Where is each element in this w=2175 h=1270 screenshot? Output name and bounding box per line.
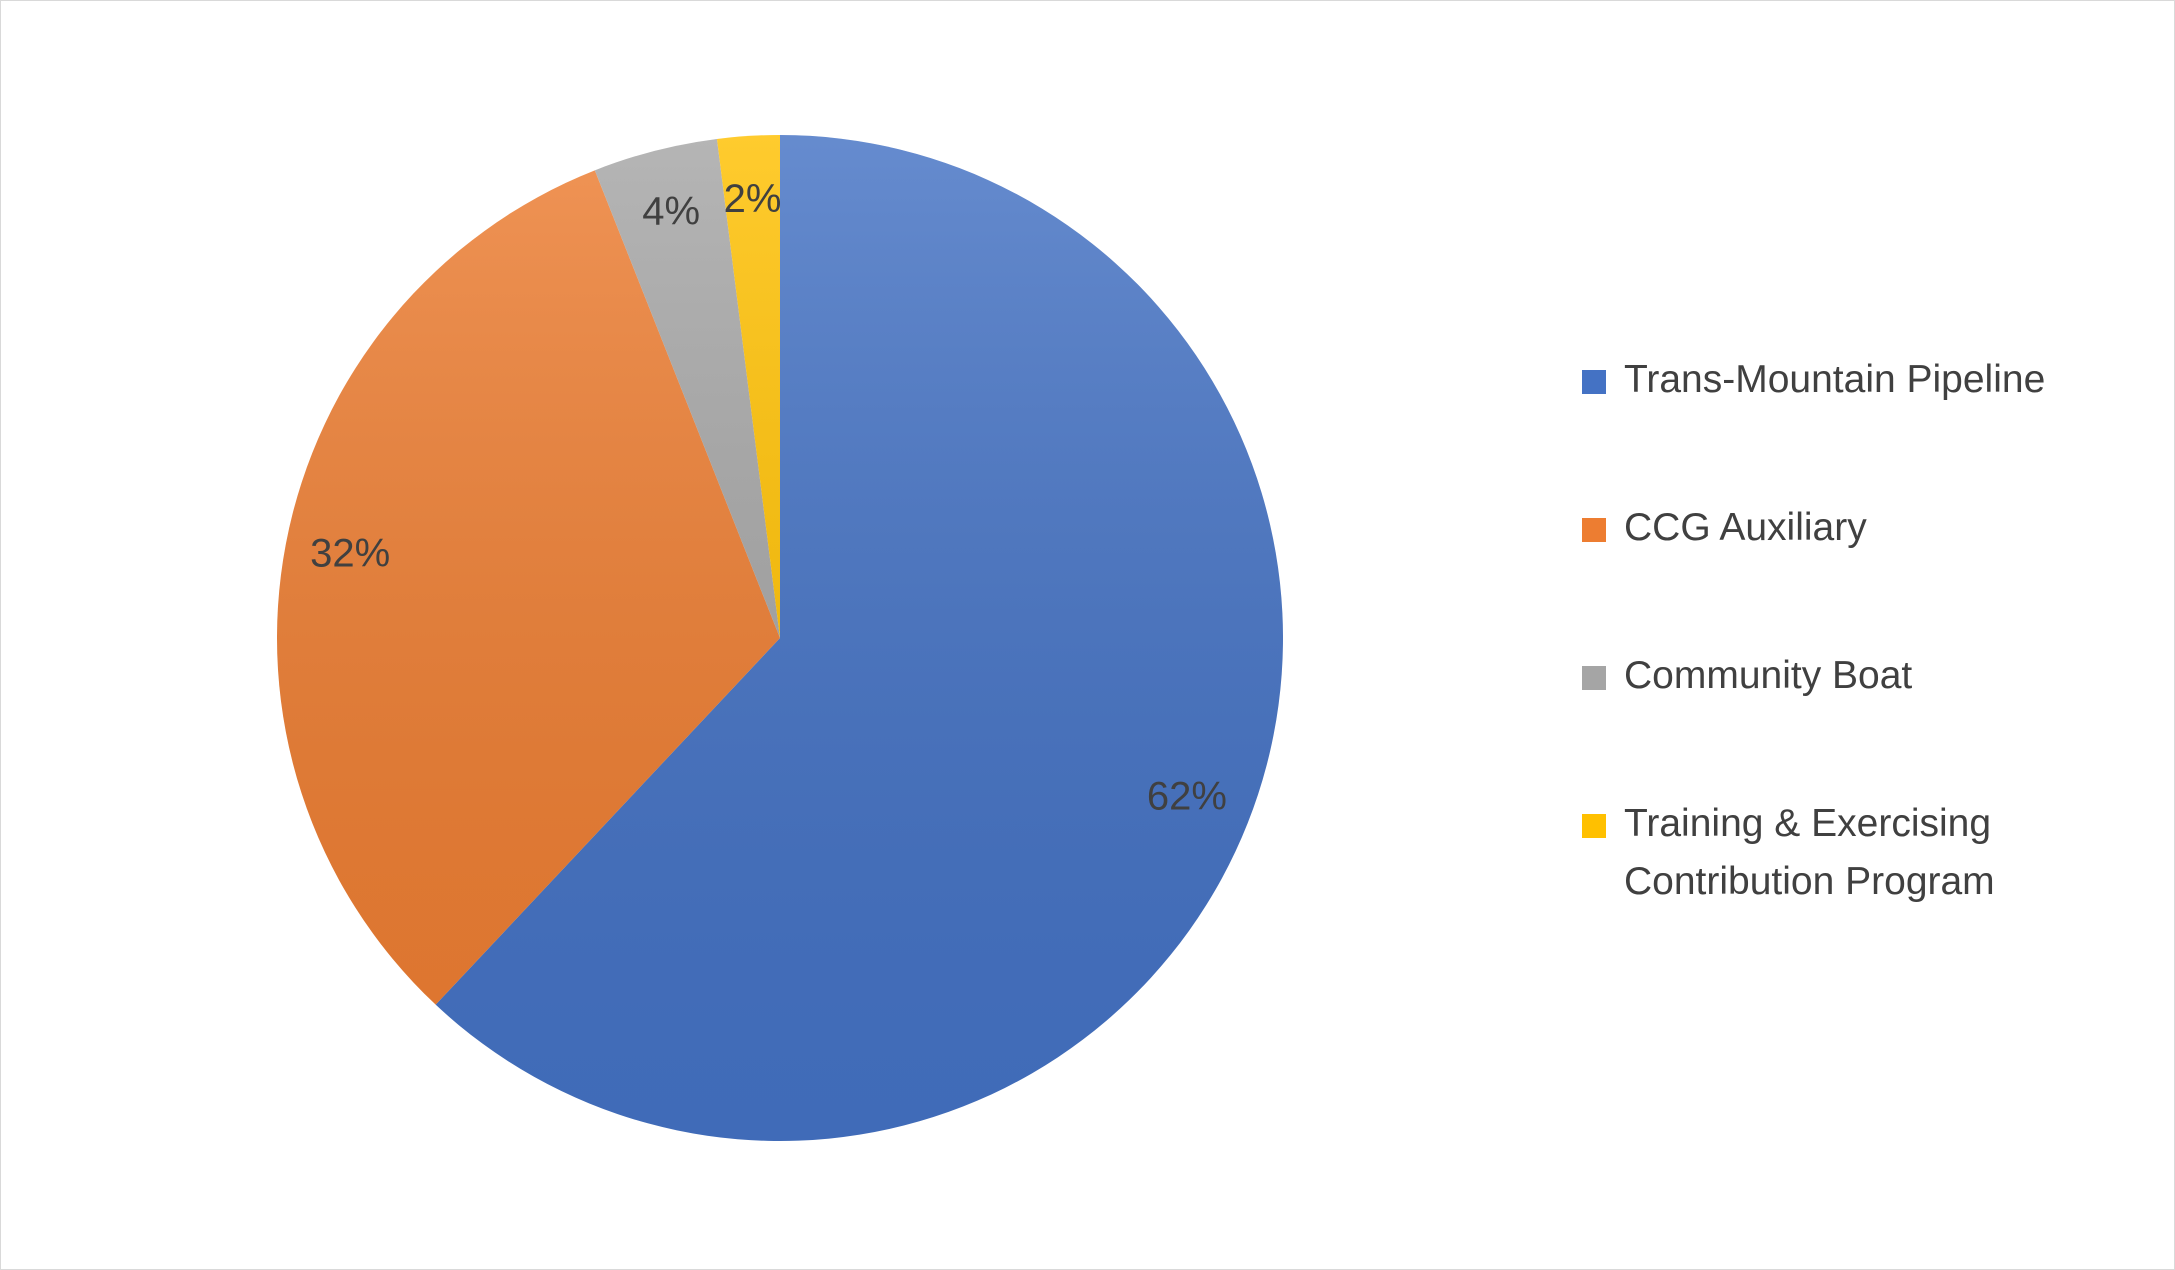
legend-item: Community Boat: [1582, 647, 2142, 705]
legend-item: Trans-Mountain Pipeline: [1582, 351, 2142, 409]
legend-label: CCG Auxiliary: [1624, 506, 1867, 549]
legend-item: CCG Auxiliary: [1582, 499, 2142, 557]
legend-item: Training & Exercising Contribution Progr…: [1582, 795, 2142, 911]
legend-label: Training & Exercising Contribution Progr…: [1624, 802, 1995, 903]
data-label: 32%: [310, 532, 390, 576]
legend-label: Trans-Mountain Pipeline: [1624, 358, 2046, 401]
legend-swatch: [1582, 814, 1606, 838]
data-label: 4%: [642, 190, 700, 234]
legend-swatch: [1582, 518, 1606, 542]
legend: Trans-Mountain Pipeline CCG Auxiliary Comm…: [1582, 351, 2142, 1001]
legend-label: Community Boat: [1624, 654, 1913, 697]
data-label: 62%: [1147, 775, 1227, 819]
legend-swatch: [1582, 666, 1606, 690]
data-label: 2%: [724, 177, 782, 221]
legend-swatch: [1582, 370, 1606, 394]
